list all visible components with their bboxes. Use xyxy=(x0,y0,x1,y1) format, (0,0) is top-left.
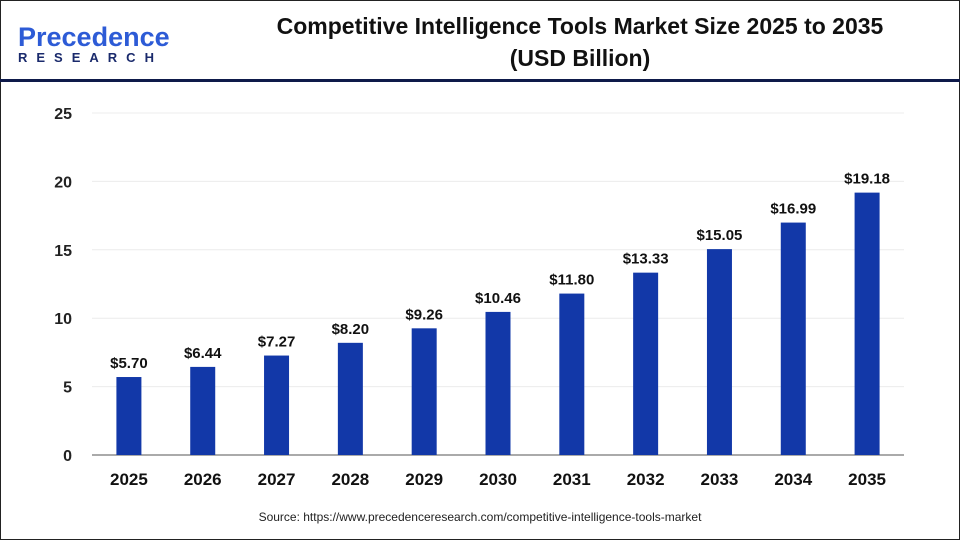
title-line-1: Competitive Intelligence Tools Market Si… xyxy=(276,13,884,39)
data-label: $15.05 xyxy=(697,227,743,244)
x-tick-label: 2029 xyxy=(405,470,443,489)
x-tick-label: 2034 xyxy=(774,470,812,489)
bar-2033 xyxy=(706,249,732,455)
x-tick-label: 2031 xyxy=(553,470,591,489)
precedence-research-logo: Precedence RESEARCH xyxy=(18,22,170,65)
bar-2032 xyxy=(633,272,659,455)
y-tick-label: 10 xyxy=(54,311,72,328)
title-line-2: (USD Billion) xyxy=(509,45,651,71)
data-label: $6.44 xyxy=(184,345,222,362)
bar-2030 xyxy=(485,311,511,455)
x-tick-label: 2027 xyxy=(258,470,296,489)
bar-2028 xyxy=(337,342,363,455)
y-tick-label: 15 xyxy=(54,243,72,260)
x-tick-label: 2028 xyxy=(331,470,369,489)
y-tick-label: 0 xyxy=(63,448,72,465)
x-tick-label: 2026 xyxy=(184,470,222,489)
bar-2026 xyxy=(190,366,216,455)
logo-letter: P xyxy=(18,22,37,52)
data-label: $11.80 xyxy=(549,272,594,289)
bar-2025 xyxy=(116,377,142,455)
data-label: $19.18 xyxy=(844,171,890,188)
x-tick-label: 2032 xyxy=(627,470,665,489)
y-tick-label: 5 xyxy=(63,380,72,397)
data-label: $13.33 xyxy=(623,251,669,268)
data-label: $10.46 xyxy=(475,290,521,307)
bar-2027 xyxy=(264,355,290,455)
chart-title: Competitive Intelligence Tools Market Si… xyxy=(200,10,960,74)
data-label: $9.26 xyxy=(405,306,443,323)
source-note: Source: https://www.precedenceresearch.c… xyxy=(258,510,702,524)
data-label: $8.20 xyxy=(332,321,370,338)
logo-word: recedence xyxy=(36,22,170,52)
y-tick-label: 25 xyxy=(54,106,72,123)
x-tick-label: 2033 xyxy=(701,470,739,489)
data-label: $5.70 xyxy=(110,355,148,372)
bar-2029 xyxy=(411,328,437,455)
x-tick-label: 2035 xyxy=(848,470,886,489)
x-tick-label: 2030 xyxy=(479,470,517,489)
bar-2034 xyxy=(780,222,806,455)
bar-2035 xyxy=(854,192,880,455)
header-divider xyxy=(0,79,960,82)
data-label: $16.99 xyxy=(770,201,816,218)
x-tick-label: 2025 xyxy=(110,470,148,489)
bar-2031 xyxy=(559,293,585,455)
y-tick-label: 20 xyxy=(54,174,72,191)
data-label: $7.27 xyxy=(258,334,296,351)
logo-subtitle: RESEARCH xyxy=(18,50,163,65)
